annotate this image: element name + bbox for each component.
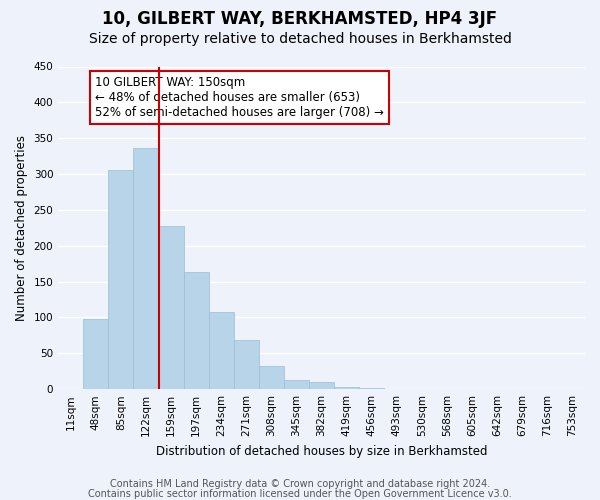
- Bar: [359, 388, 385, 389]
- X-axis label: Distribution of detached houses by size in Berkhamsted: Distribution of detached houses by size …: [156, 444, 487, 458]
- Bar: [284, 380, 309, 389]
- Bar: [109, 170, 133, 389]
- Bar: [259, 366, 284, 389]
- Text: 10 GILBERT WAY: 150sqm
← 48% of detached houses are smaller (653)
52% of semi-de: 10 GILBERT WAY: 150sqm ← 48% of detached…: [95, 76, 384, 119]
- Bar: [83, 319, 109, 389]
- Text: Contains public sector information licensed under the Open Government Licence v3: Contains public sector information licen…: [88, 489, 512, 499]
- Text: 10, GILBERT WAY, BERKHAMSTED, HP4 3JF: 10, GILBERT WAY, BERKHAMSTED, HP4 3JF: [103, 10, 497, 28]
- Bar: [133, 148, 158, 389]
- Bar: [309, 382, 334, 389]
- Bar: [209, 312, 234, 389]
- Bar: [184, 272, 209, 389]
- Bar: [334, 387, 359, 389]
- Bar: [234, 340, 259, 389]
- Text: Contains HM Land Registry data © Crown copyright and database right 2024.: Contains HM Land Registry data © Crown c…: [110, 479, 490, 489]
- Text: Size of property relative to detached houses in Berkhamsted: Size of property relative to detached ho…: [89, 32, 511, 46]
- Bar: [158, 226, 184, 389]
- Y-axis label: Number of detached properties: Number of detached properties: [15, 135, 28, 321]
